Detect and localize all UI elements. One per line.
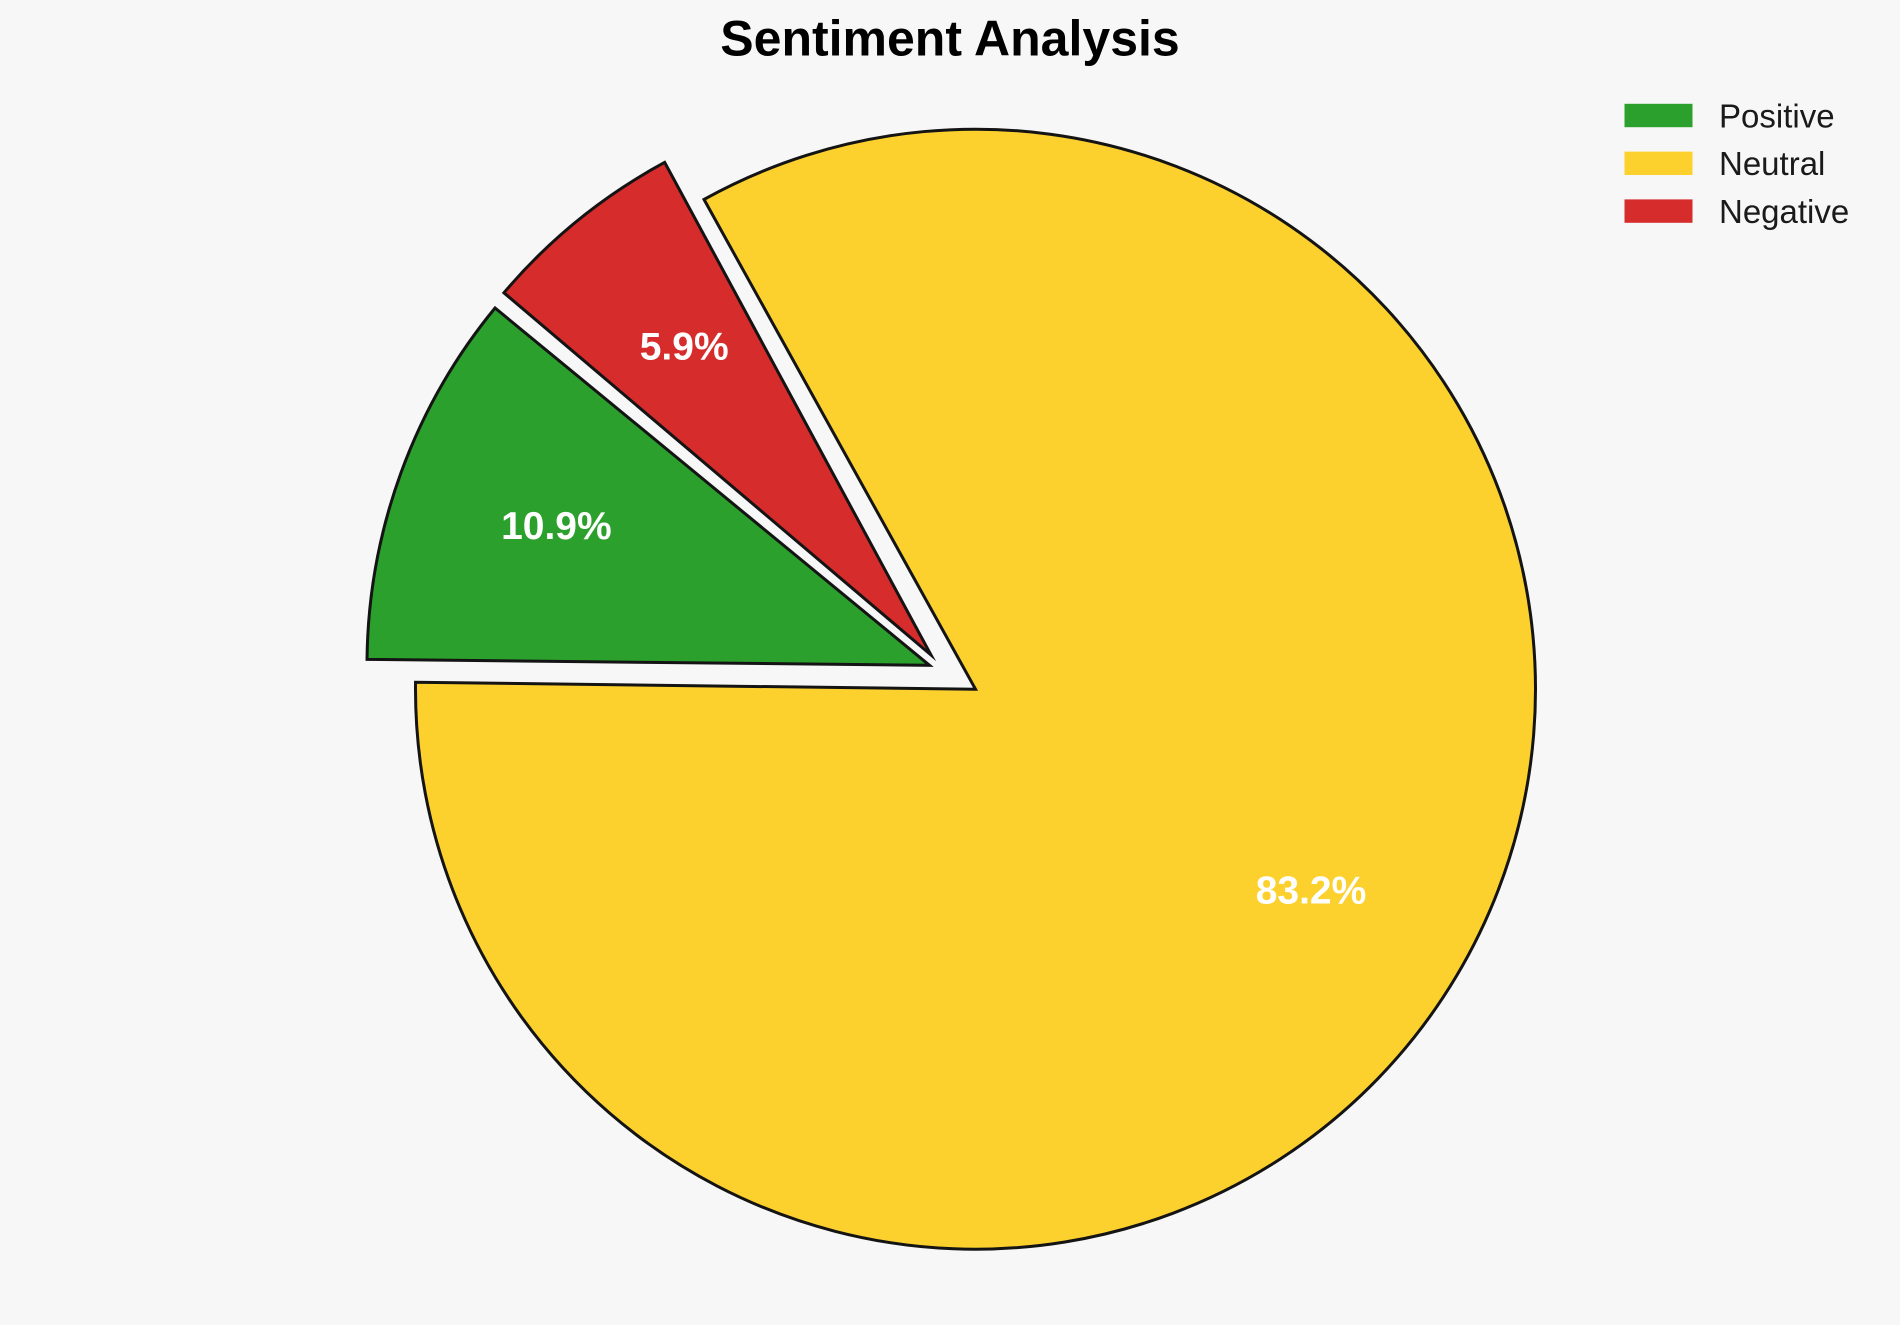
svg-text:Sentiment Analysis: Sentiment Analysis <box>720 11 1179 67</box>
svg-text:83.2%: 83.2% <box>1256 870 1367 913</box>
svg-text:Neutral: Neutral <box>1719 145 1825 182</box>
svg-text:Positive: Positive <box>1719 97 1835 134</box>
svg-text:5.9%: 5.9% <box>640 326 729 369</box>
svg-text:Negative: Negative <box>1719 193 1849 230</box>
svg-text:10.9%: 10.9% <box>501 505 612 548</box>
